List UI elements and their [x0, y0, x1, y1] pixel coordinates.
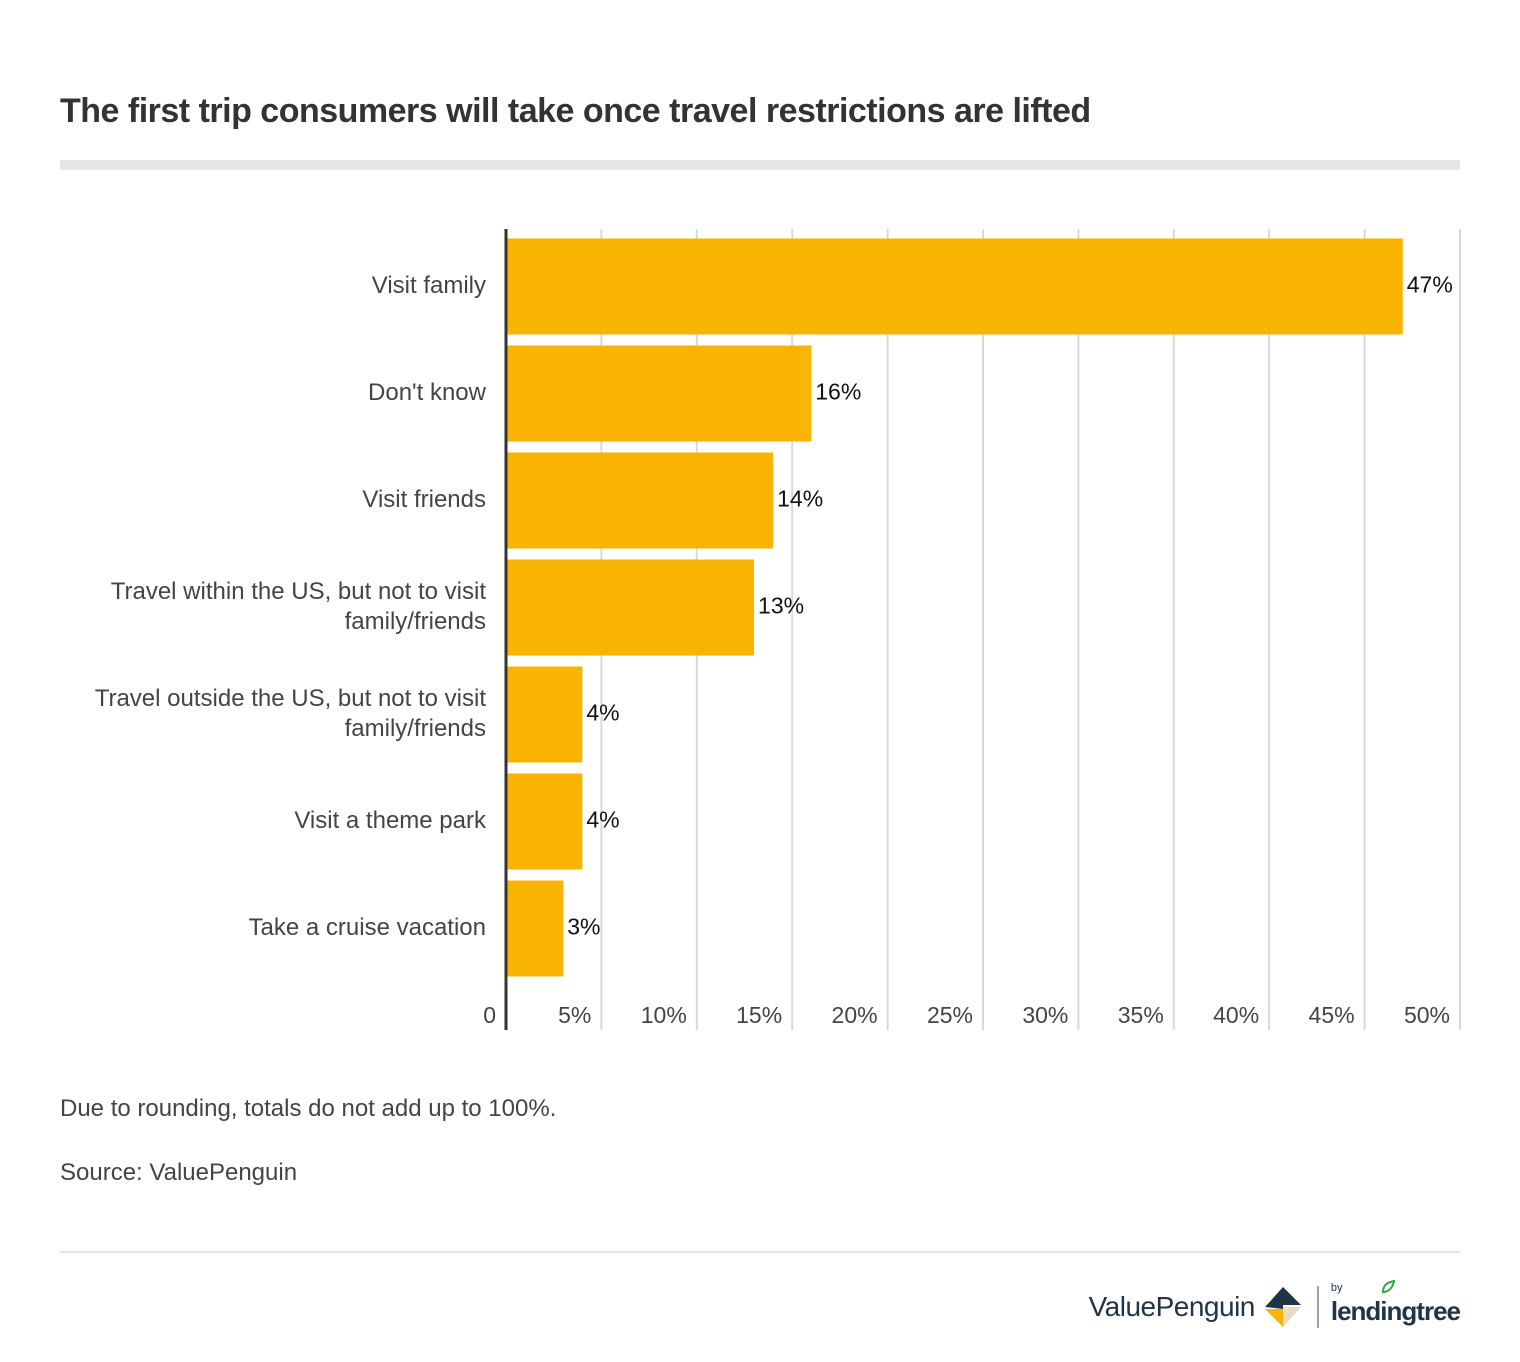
category-label: Visit family	[372, 272, 486, 299]
chart-title: The first trip consumers will take once …	[60, 92, 1091, 130]
bar-value-label: 47%	[1407, 272, 1453, 298]
bar	[506, 345, 812, 442]
bar-value-label: 13%	[758, 593, 804, 619]
bar	[506, 452, 774, 549]
x-tick-label: 35%	[1118, 1002, 1164, 1028]
bar	[506, 880, 564, 977]
partner-by-text: by	[1330, 1281, 1343, 1294]
bar	[506, 559, 755, 656]
x-tick-label: 30%	[1022, 1002, 1068, 1028]
category-label: Don't know	[368, 379, 487, 406]
x-tick-label: 40%	[1213, 1002, 1259, 1028]
x-tick-label: 15%	[736, 1002, 782, 1028]
lendingtree-wordmark: by lendingtree	[1330, 1279, 1461, 1327]
x-tick-label: 5%	[558, 1002, 591, 1028]
bar-value-label: 3%	[567, 914, 600, 940]
x-tick-label: 50%	[1404, 1002, 1450, 1028]
category-label: Take a cruise vacation	[249, 914, 486, 941]
bar-value-label: 16%	[815, 379, 861, 405]
x-tick-label: 10%	[641, 1002, 687, 1028]
brand-separator	[1316, 1286, 1319, 1328]
bar	[506, 238, 1403, 335]
bar-value-label: 4%	[586, 700, 619, 726]
partner-name: lendingtree	[1330, 1295, 1461, 1326]
bar-value-label: 4%	[586, 807, 619, 833]
bar	[506, 666, 583, 763]
labels: 0 5% 10% 15% 20% 25% 30% 35% 40% 45% 50% 47% Visit f…	[95, 272, 1453, 1028]
x-tick-label: 25%	[927, 1002, 973, 1028]
rounding-note: Due to rounding, totals do not add up to…	[60, 1095, 557, 1122]
x-tick-label: 45%	[1309, 1002, 1355, 1028]
title-divider	[60, 160, 1460, 170]
brand-logo: ValuePenguin by lendingtree	[1088, 1279, 1461, 1332]
category-label: Visit friends	[362, 486, 486, 513]
valuepenguin-wordmark: ValuePenguin	[1088, 1291, 1256, 1322]
bars	[506, 238, 1403, 977]
category-label: Travel outside the US, but not to visit f…	[95, 685, 487, 742]
category-label: Travel within the US, but not to visit fa…	[111, 578, 487, 635]
bar-chart: 0 5% 10% 15% 20% 25% 30% 35% 40% 45% 50% 47% Visit f…	[95, 229, 1461, 1030]
x-tick-label: 0	[483, 1002, 496, 1028]
footer-divider	[60, 1251, 1460, 1253]
valuepenguin-logo-icon	[1264, 1287, 1301, 1327]
leaf-icon	[1381, 1279, 1395, 1293]
bar	[506, 773, 583, 870]
source-line: Source: ValuePenguin	[60, 1159, 298, 1186]
x-tick-label: 20%	[832, 1002, 878, 1028]
category-label: Visit a theme park	[294, 807, 487, 834]
bar-value-label: 14%	[777, 486, 823, 512]
